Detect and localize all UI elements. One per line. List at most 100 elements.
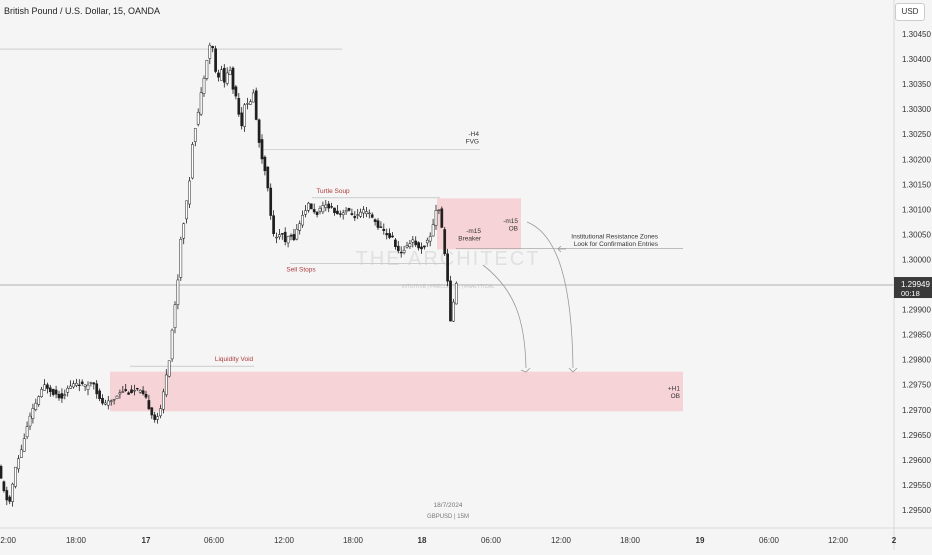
- candle-body: [173, 304, 177, 328]
- candle-body: [423, 245, 426, 248]
- candle-body: [11, 483, 14, 503]
- candle-body: [101, 397, 104, 404]
- candle-body: [208, 44, 212, 59]
- candle-body: [89, 382, 93, 384]
- price-tick-label: 1.29600: [902, 456, 931, 465]
- candle-body: [133, 389, 136, 392]
- resistance-note-label: Institutional Resistance Zones Look for C…: [571, 233, 658, 248]
- candle-body: [138, 390, 142, 393]
- candle-body: [141, 390, 145, 394]
- turtle-soup-label: Turtle Soup: [316, 188, 350, 195]
- price-tick-label: 1.30350: [902, 80, 931, 89]
- candle-body: [196, 112, 200, 125]
- candle-body: [22, 438, 26, 452]
- candle-body: [217, 72, 220, 78]
- candle-body: [86, 384, 90, 390]
- candle-body: [127, 392, 130, 395]
- price-tick-label: 1.29850: [902, 331, 931, 340]
- candle-body: [411, 239, 415, 243]
- candle-body: [199, 92, 203, 115]
- currency-button[interactable]: USD: [895, 3, 925, 21]
- candle-body: [167, 360, 171, 377]
- candle-body: [112, 399, 116, 401]
- candle-body: [402, 249, 406, 253]
- candle-body: [275, 236, 278, 239]
- time-tick-label: 18:00: [66, 536, 87, 545]
- price-tick-label: 1.29550: [902, 481, 931, 490]
- candle-body: [5, 490, 9, 501]
- candle-body: [121, 391, 125, 393]
- price-tick-label: 1.30150: [902, 180, 931, 189]
- time-tick-label: 06:00: [759, 536, 780, 545]
- candle-body: [80, 381, 84, 384]
- candle-body: [63, 394, 67, 396]
- candle-body: [240, 112, 244, 127]
- candle-body: [278, 234, 281, 238]
- candle-body: [202, 78, 206, 94]
- candle-body: [408, 243, 412, 248]
- candle-body: [417, 242, 420, 249]
- candle-body: [330, 206, 333, 208]
- candle-body: [228, 70, 232, 76]
- candle-body: [98, 390, 101, 399]
- price-tick-label: 1.29800: [902, 356, 931, 365]
- projection-arrowhead-1: [520, 367, 531, 373]
- candle-body: [182, 223, 186, 239]
- candle-body: [367, 212, 371, 215]
- candle-body: [353, 216, 357, 219]
- candle-body: [301, 214, 304, 226]
- candle-body: [391, 235, 394, 238]
- candle-body: [40, 389, 43, 397]
- htf-ob-label: +H1 OB: [668, 386, 680, 401]
- candle-body: [449, 280, 452, 322]
- candle-body: [289, 235, 293, 237]
- m15-ob-label: -m15 OB: [503, 218, 518, 233]
- candle-body: [251, 92, 255, 103]
- candle-body: [2, 481, 6, 491]
- candle-body: [37, 396, 41, 405]
- candle-body: [179, 239, 183, 278]
- candle-body: [57, 394, 61, 399]
- candle-body: [144, 393, 148, 398]
- price-tick-label: 1.30250: [902, 130, 931, 139]
- candle-body: [434, 210, 438, 226]
- candle-body: [443, 229, 447, 255]
- price-tick-label: 1.30050: [902, 230, 931, 239]
- candle-body: [295, 228, 299, 240]
- candle-body: [34, 402, 38, 410]
- candle-body: [379, 226, 383, 228]
- footer-symbol: GBPUSD | 15M: [427, 514, 469, 520]
- candle-body: [214, 48, 217, 72]
- watermark-subtitle: INTUITIVE | PRECISE | ... | ANALYTICAL: [402, 284, 495, 290]
- candle-body: [130, 389, 133, 394]
- candle-body: [341, 212, 345, 216]
- candle-body: [321, 205, 325, 213]
- projection-arrow-2: [526, 221, 574, 369]
- candle-body: [344, 210, 348, 213]
- candle-body: [428, 236, 432, 242]
- candle-body: [394, 239, 397, 247]
- candle-body: [388, 233, 391, 238]
- candle-body: [19, 449, 23, 458]
- candle-body: [414, 240, 418, 246]
- candle-body: [243, 104, 246, 127]
- candle-body: [347, 208, 351, 211]
- candle-body: [260, 139, 264, 160]
- projection-arrowhead-2: [568, 367, 578, 373]
- candle-body: [193, 128, 197, 142]
- candle-body: [77, 384, 81, 387]
- time-tick-label: 19: [696, 536, 705, 545]
- candle-body: [309, 203, 313, 210]
- candle-body: [25, 426, 29, 438]
- candle-body: [437, 209, 441, 212]
- time-tick-label: 18: [418, 536, 427, 545]
- candle-body: [376, 220, 380, 228]
- candle-body: [318, 207, 322, 212]
- candle-body: [106, 400, 110, 406]
- candle-body: [17, 458, 20, 470]
- candle-body: [257, 119, 261, 143]
- candle-body: [249, 101, 252, 105]
- time-tick-label: 18:00: [343, 536, 364, 545]
